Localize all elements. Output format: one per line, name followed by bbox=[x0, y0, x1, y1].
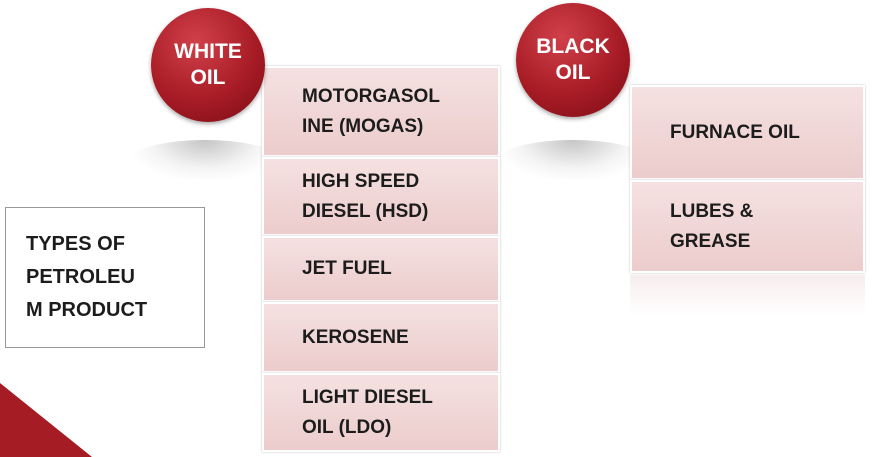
circle-label: OIL bbox=[555, 61, 591, 84]
item-label: KEROSENE bbox=[302, 326, 409, 348]
item-label: DIESEL (HSD) bbox=[302, 200, 429, 222]
item-box: FURNACE OIL bbox=[630, 85, 865, 180]
item-box: HIGH SPEED DIESEL (HSD) bbox=[262, 157, 500, 236]
circle-label: BLACK bbox=[536, 35, 610, 58]
item-label: FURNACE OIL bbox=[670, 121, 800, 143]
circle-label: OIL bbox=[190, 66, 226, 89]
item-box: MOTORGASOL INE (MOGAS) bbox=[262, 66, 500, 157]
item-label: INE (MOGAS) bbox=[302, 115, 424, 137]
item-box: LIGHT DIESEL OIL (LDO) bbox=[262, 373, 500, 452]
item-box: LUBES & GREASE bbox=[630, 180, 865, 273]
category-circle: WHITE OIL bbox=[151, 8, 265, 122]
item-label: MOTORGASOL bbox=[302, 85, 440, 107]
types-label: PETROLEU bbox=[26, 266, 135, 288]
item-label: OIL (LDO) bbox=[302, 416, 392, 438]
item-box: KEROSENE bbox=[262, 302, 500, 373]
reflection bbox=[630, 275, 865, 315]
item-box: JET FUEL bbox=[262, 236, 500, 302]
category-circle: BLACK OIL bbox=[516, 3, 630, 117]
item-label: HIGH SPEED bbox=[302, 170, 420, 192]
item-label: LIGHT DIESEL bbox=[302, 386, 433, 408]
circle-label: WHITE bbox=[174, 40, 242, 63]
types-label: M PRODUCT bbox=[26, 299, 148, 321]
types-box: TYPES OF PETROLEU M PRODUCT bbox=[5, 207, 205, 348]
red-triangle bbox=[0, 383, 92, 457]
item-label: LUBES & bbox=[670, 200, 754, 222]
item-label: JET FUEL bbox=[302, 258, 392, 279]
circle-shadow bbox=[498, 140, 648, 180]
types-label: TYPES OF bbox=[26, 233, 125, 255]
circle-shadow bbox=[130, 140, 280, 180]
item-label: GREASE bbox=[670, 230, 751, 252]
